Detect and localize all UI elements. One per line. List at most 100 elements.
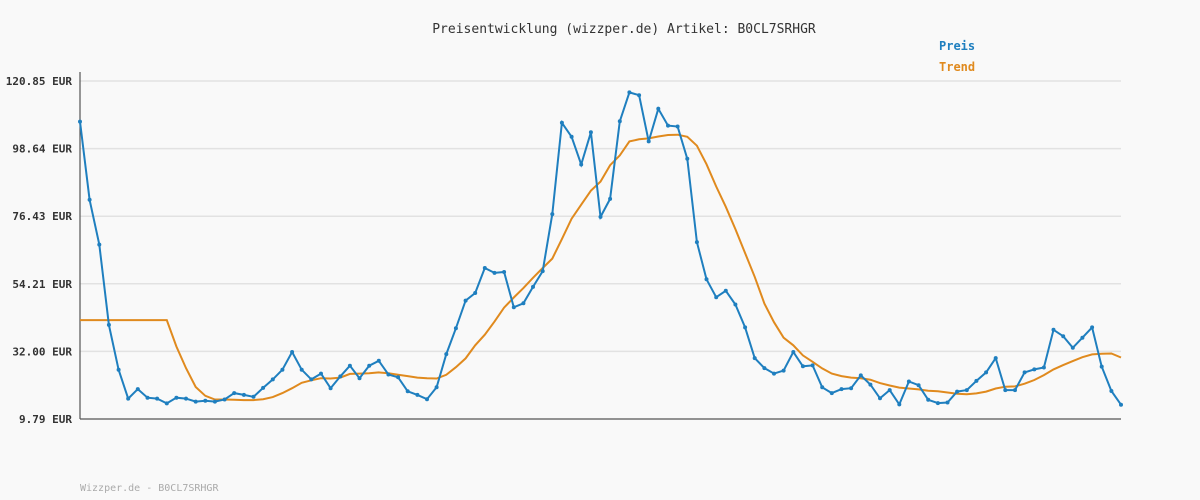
preis-point: [357, 376, 362, 381]
preis-point: [598, 214, 603, 219]
preis-point: [656, 106, 661, 111]
preis-point: [685, 156, 690, 161]
preis-point: [550, 212, 555, 217]
preis-point: [251, 394, 256, 399]
legend-trend: Trend: [939, 60, 975, 74]
preis-point: [444, 352, 449, 357]
preis-point: [203, 398, 208, 403]
preis-point: [839, 387, 844, 392]
preis-point: [1061, 334, 1066, 339]
preis-point: [945, 400, 950, 405]
preis-point: [290, 350, 295, 354]
y-axis-ticks: 120.85 EUR 98.64 EUR 76.43 EUR 54.21 EUR 32.…: [6, 75, 73, 426]
preis-point: [328, 386, 333, 391]
preis-point: [212, 399, 217, 404]
preis-point: [174, 395, 179, 400]
y-tick-label: 98.64 EUR: [12, 143, 72, 156]
preis-point: [338, 374, 343, 379]
preis-point: [482, 266, 487, 270]
preis-point: [675, 124, 680, 129]
preis-point: [646, 139, 651, 144]
preis-point: [78, 119, 82, 124]
preis-point: [434, 385, 439, 390]
preis-point: [897, 402, 902, 407]
preis-point: [955, 389, 960, 394]
preis-point: [916, 383, 921, 388]
preis-point: [145, 395, 150, 400]
preis-point: [743, 325, 748, 330]
preis-point: [126, 396, 131, 401]
preis-point: [1032, 367, 1037, 372]
preis-point: [579, 162, 584, 167]
preis-point: [906, 379, 911, 384]
preis-point: [347, 363, 352, 368]
preis-point: [232, 391, 237, 396]
preis-point: [752, 356, 757, 361]
preis-point: [511, 305, 516, 310]
preis-point: [800, 364, 805, 369]
series-trend-line: [80, 133, 1122, 402]
preis-point: [116, 367, 121, 372]
preis-point: [984, 370, 989, 375]
preis-point: [319, 371, 323, 376]
preis-point: [849, 386, 854, 391]
preis-point: [155, 396, 160, 401]
preis-point: [781, 368, 786, 373]
preis-point: [1109, 389, 1114, 393]
preis-point: [164, 401, 169, 406]
preis-point: [723, 288, 728, 293]
chart-title: Preisentwicklung (wizzper.de) Artikel: B…: [432, 22, 816, 37]
preis-point: [1013, 388, 1017, 393]
preis-point: [270, 377, 275, 382]
preis-point: [87, 197, 92, 202]
preis-point: [858, 373, 863, 378]
series-preis-line: [79, 91, 1122, 407]
preis-point: [637, 93, 642, 98]
preis-point: [1051, 327, 1056, 332]
preis-point: [829, 391, 834, 396]
preis-point: [473, 291, 478, 295]
preis-point: [1022, 370, 1027, 375]
preis-point: [193, 399, 198, 404]
preis-point: [521, 301, 526, 306]
preis-point: [405, 389, 410, 394]
y-tick-label: 120.85 EUR: [6, 75, 73, 88]
preis-point: [964, 388, 969, 393]
y-tick-label: 76.43 EUR: [12, 210, 72, 223]
preis-point: [762, 366, 767, 371]
preis-point: [425, 397, 429, 402]
y-tick-label: 32.00 EUR: [12, 345, 72, 358]
preis-point: [810, 363, 815, 368]
preis-point: [1099, 364, 1104, 369]
preis-point: [135, 387, 140, 392]
preis-point: [261, 385, 266, 390]
preis-point: [1119, 402, 1123, 407]
y-tick-label: 9.79 EUR: [19, 413, 72, 426]
preis-point: [926, 397, 931, 402]
preis-point: [733, 302, 738, 307]
preis-point: [1090, 325, 1095, 330]
preis-point: [935, 401, 940, 406]
y-tick-label: 54.21 EUR: [12, 278, 72, 291]
preis-point: [415, 392, 420, 397]
preis-point: [666, 123, 670, 128]
preis-point: [386, 372, 391, 377]
legend-preis: Preis: [939, 39, 975, 53]
preis-point: [569, 134, 574, 139]
preis-point: [280, 367, 285, 372]
preis-point: [617, 119, 622, 124]
preis-point: [608, 196, 613, 201]
preis-point: [772, 371, 776, 376]
preis-point: [887, 388, 892, 393]
preis-point: [714, 295, 719, 300]
preis-point: [492, 270, 497, 275]
preis-point: [1041, 365, 1046, 370]
chart-footer: Wizzper.de - B0CL7SRHGR: [80, 483, 219, 494]
preis-point: [974, 378, 979, 383]
preis-point: [588, 130, 593, 135]
preis-point: [694, 240, 699, 245]
preis-point: [878, 396, 882, 401]
preis-point: [222, 397, 227, 402]
preis-point: [453, 326, 458, 331]
